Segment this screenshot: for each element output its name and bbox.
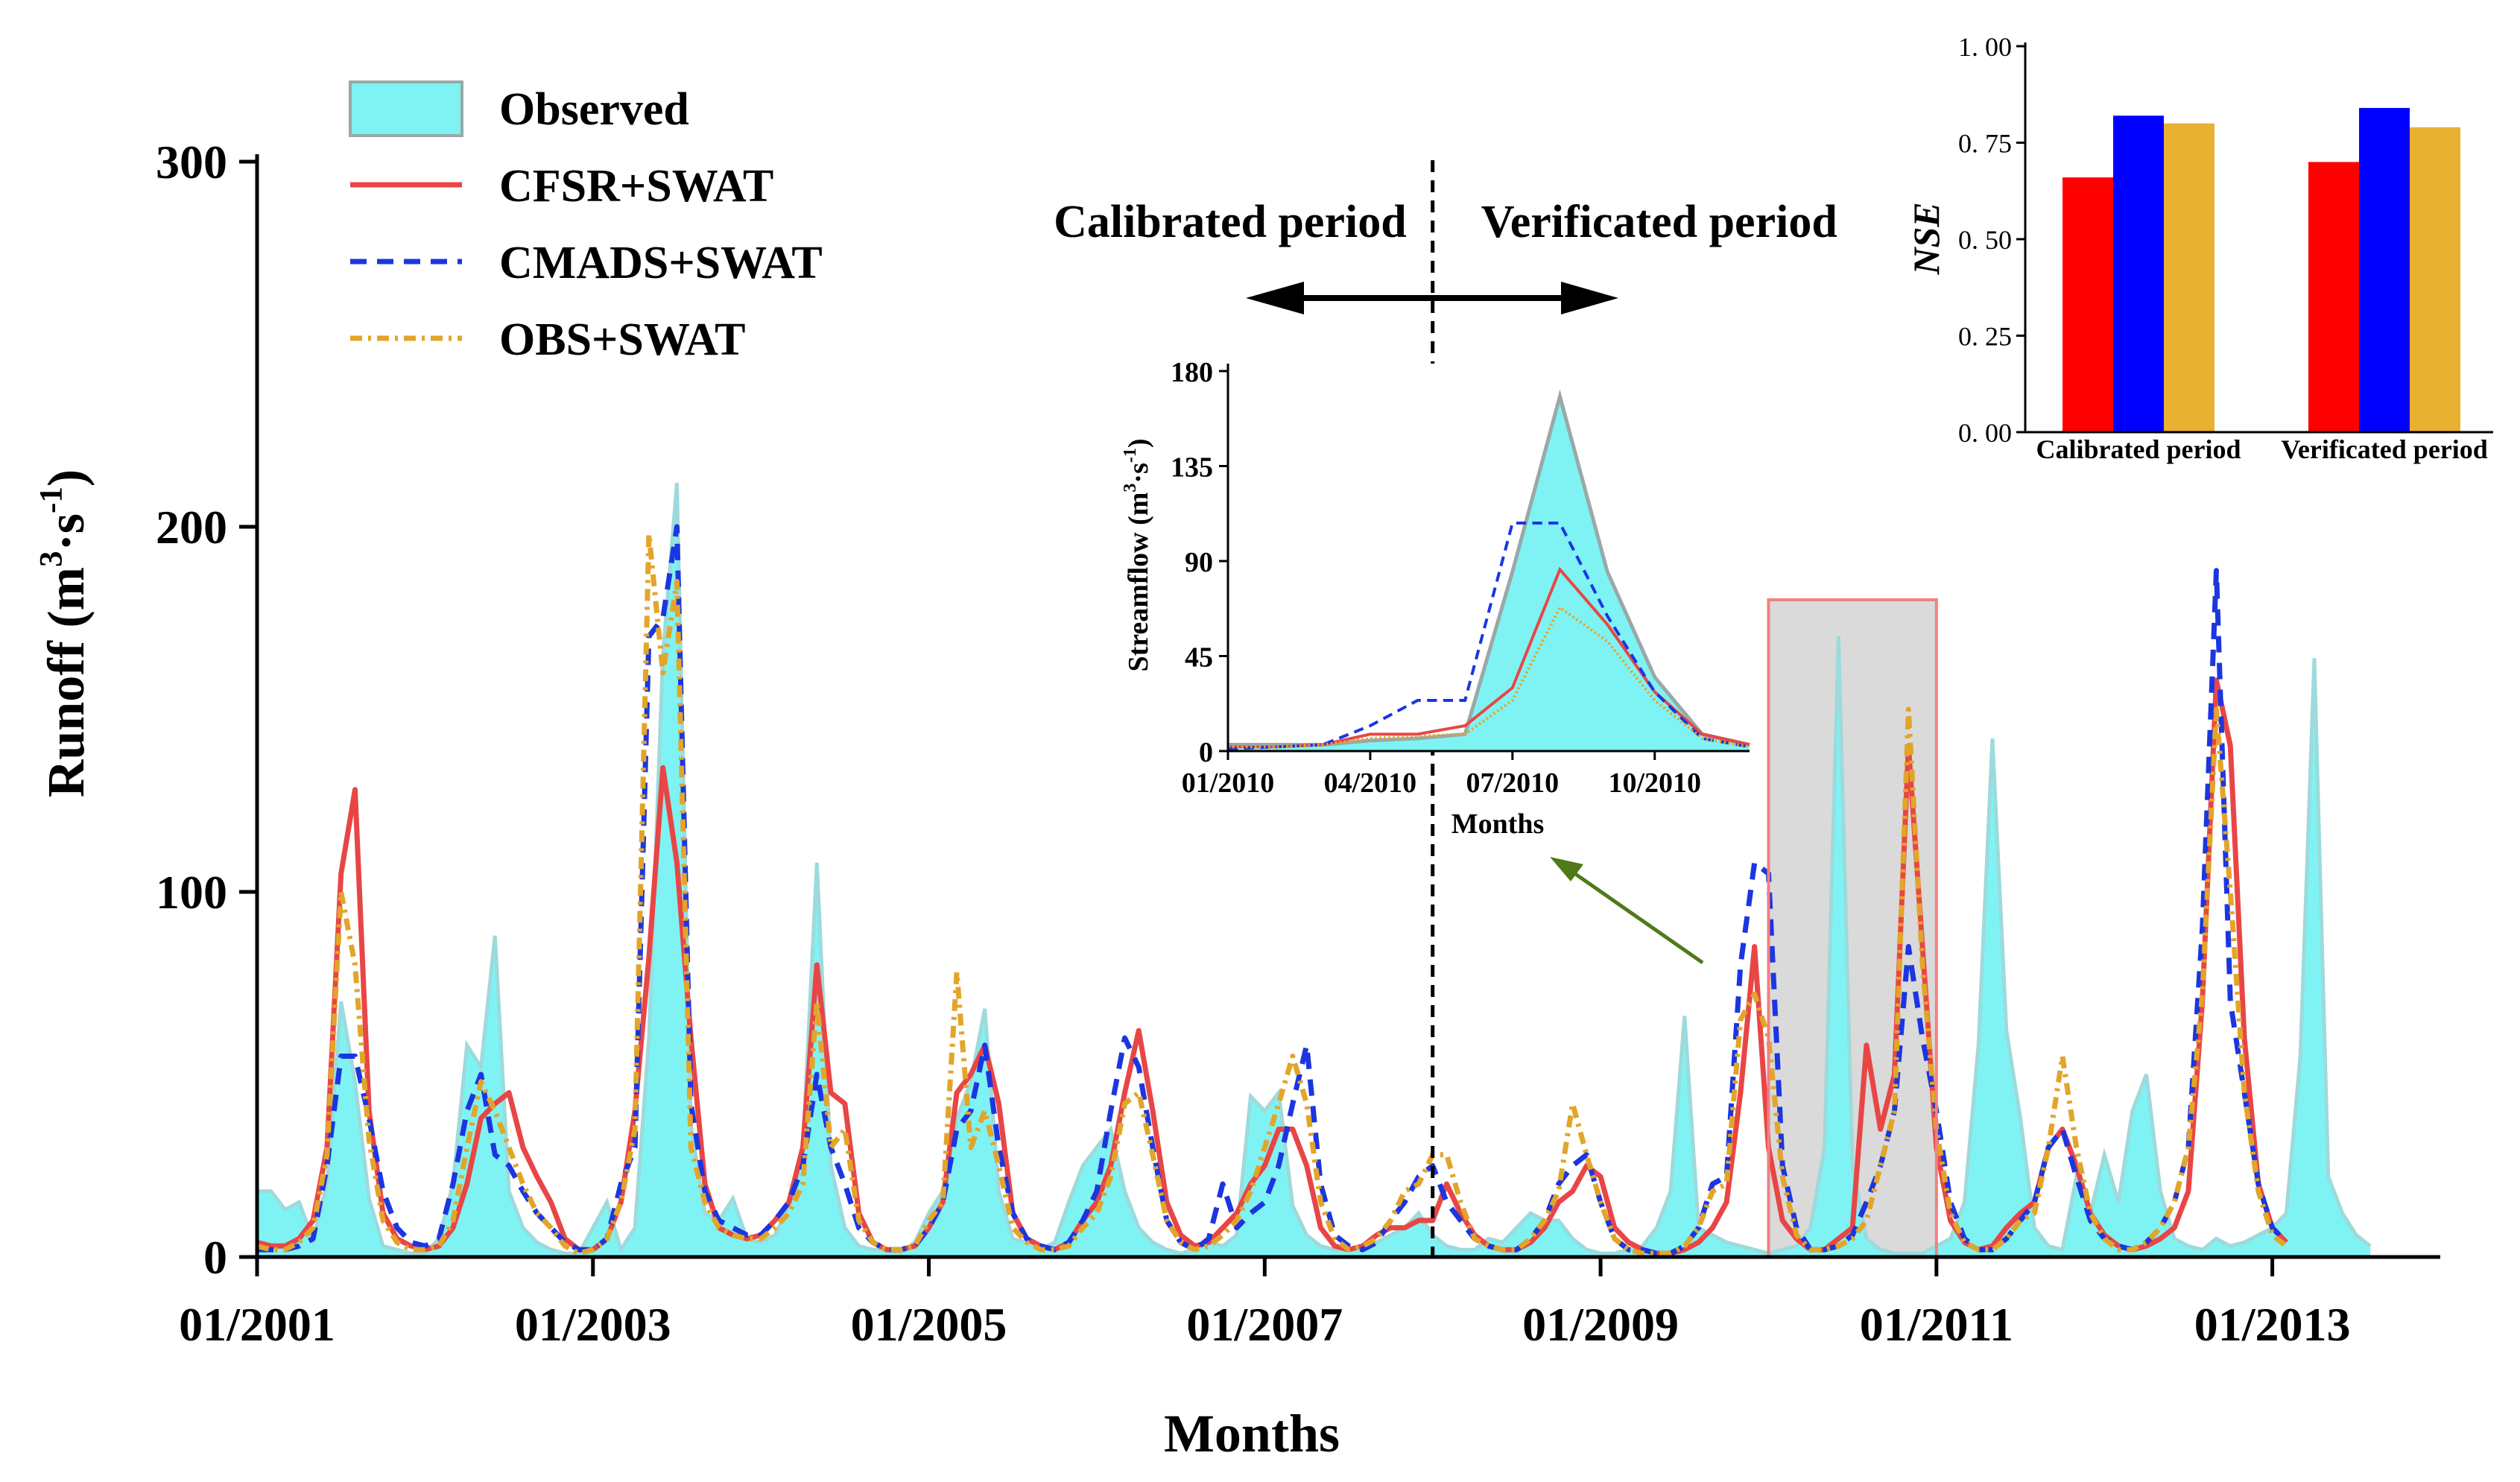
inset-x-tick-label: 04/2010 (1324, 767, 1417, 799)
period-arrow-right-head (1561, 282, 1618, 314)
y-tick-label: 300 (156, 136, 227, 189)
x-tick-label: 01/2001 (179, 1298, 335, 1351)
nse-y-tick-label: 0. 50 (1958, 225, 2012, 255)
inset-x-tick-label: 01/2010 (1182, 767, 1275, 799)
x-axis-title: Months (1164, 1404, 1340, 1463)
inset-y-axis-title-text: Streamflow (m3·s-1) (1121, 438, 1154, 671)
x-tick-label: 01/2005 (851, 1298, 1007, 1351)
inset-y-tick-label: 45 (1185, 642, 1213, 674)
nse-y-tick-label: 0. 00 (1958, 418, 2012, 448)
nse-bar-cmads-swat-0 (2113, 115, 2164, 433)
observed-area (257, 483, 2371, 1258)
inset-x-tick-label: 07/2010 (1466, 767, 1560, 799)
y-axis-title: Runoff (m3·s-1) (34, 469, 95, 797)
x-tick-label: 01/2009 (1522, 1298, 1679, 1351)
nse-category-label: Verificated period (2281, 434, 2488, 464)
inset-y-axis-title-prefix: Streamflow (m (1123, 493, 1154, 672)
legend-label: Observed (499, 84, 689, 135)
inset-x-axis-title: Months (1451, 808, 1545, 840)
nse-bar-cfsr-swat-1 (2308, 162, 2359, 432)
inset-pointer-arrowhead (1550, 857, 1583, 881)
inset-chart: 0 45 90 135 180 01/2010 04/2010 07/2010 10/2010 M… (1121, 357, 1750, 840)
inset-y-axis-title-sup1: 3 (1121, 484, 1140, 493)
nse-y-tick-label: 0. 25 (1958, 322, 2012, 352)
inset-y-tick-label: 90 (1185, 547, 1213, 578)
inset-y-axis-title-suffix: ) (1123, 438, 1154, 448)
legend-label: CFSR+SWAT (499, 161, 773, 212)
inset-y-axis-title-mid: ·s (1123, 463, 1154, 483)
series-line-cmads-swat (257, 524, 2288, 1256)
y-tick-label: 100 (156, 866, 227, 919)
inset-y-tick-label: 180 (1171, 357, 1213, 388)
inset-y-axis-title: Streamflow (m3·s-1) (1121, 438, 1154, 671)
y-axis-title-text: Runoff (m3·s-1) (34, 469, 95, 797)
inset-y-tick-label: 0 (1199, 737, 1213, 768)
x-tick-label: 01/2011 (1860, 1298, 2013, 1351)
inset-x-tick-label: 10/2010 (1608, 767, 1701, 799)
nse-bar-cfsr-swat-0 (2062, 177, 2113, 432)
observed-outline (257, 482, 2372, 1255)
nse-bar-cmads-swat-1 (2359, 107, 2410, 432)
inset-y-tick-label: 135 (1171, 452, 1213, 484)
calibrated-period-label: Calibrated period (1054, 197, 1407, 247)
legend-label: OBS+SWAT (499, 314, 746, 365)
x-tick-label: 01/2007 (1186, 1298, 1343, 1351)
x-tick-label: 01/2003 (515, 1298, 671, 1351)
y-tick-label: 0 (203, 1231, 227, 1284)
verificated-period-label: Verificated period (1481, 197, 1837, 247)
inset-series-line-cmads-swat (1227, 522, 1750, 751)
y-tick-label: 200 (156, 501, 227, 554)
legend: Observed CFSR+SWAT CMADS+SWAT OBS+SWAT (349, 80, 823, 365)
period-arrow-left-head (1246, 282, 1304, 314)
inset-observed-area (1228, 396, 1750, 751)
nse-bar-obs-swat-1 (2410, 127, 2460, 432)
nse-y-tick-label: 0. 75 (1958, 129, 2012, 159)
legend-label: CMADS+SWAT (499, 238, 823, 288)
nse-bar-obs-swat-0 (2164, 123, 2215, 432)
y-axis-title-prefix: Runoff (m (38, 567, 95, 797)
y-axis-title-suffix: ) (38, 469, 95, 487)
inset-pointer-arrow (1571, 870, 1704, 965)
series-line-obs-swat (256, 531, 2288, 1256)
inset-y-axis-title-sup2: -1 (1121, 448, 1140, 463)
y-axis-title-sup1: 3 (34, 551, 69, 568)
nse-chart: Calibrated period Verificated period 0. 00… (1905, 32, 2493, 464)
legend-swatch-observed (349, 80, 463, 137)
x-tick-label: 01/2013 (2194, 1298, 2351, 1351)
y-axis-title-mid: ·s (38, 513, 95, 551)
y-axis-title-sup2: -1 (34, 487, 69, 513)
nse-category-label: Calibrated period (2036, 434, 2241, 464)
nse-y-tick-label: 1. 00 (1958, 32, 2012, 62)
nse-y-axis-title: NSE (1905, 202, 1947, 275)
